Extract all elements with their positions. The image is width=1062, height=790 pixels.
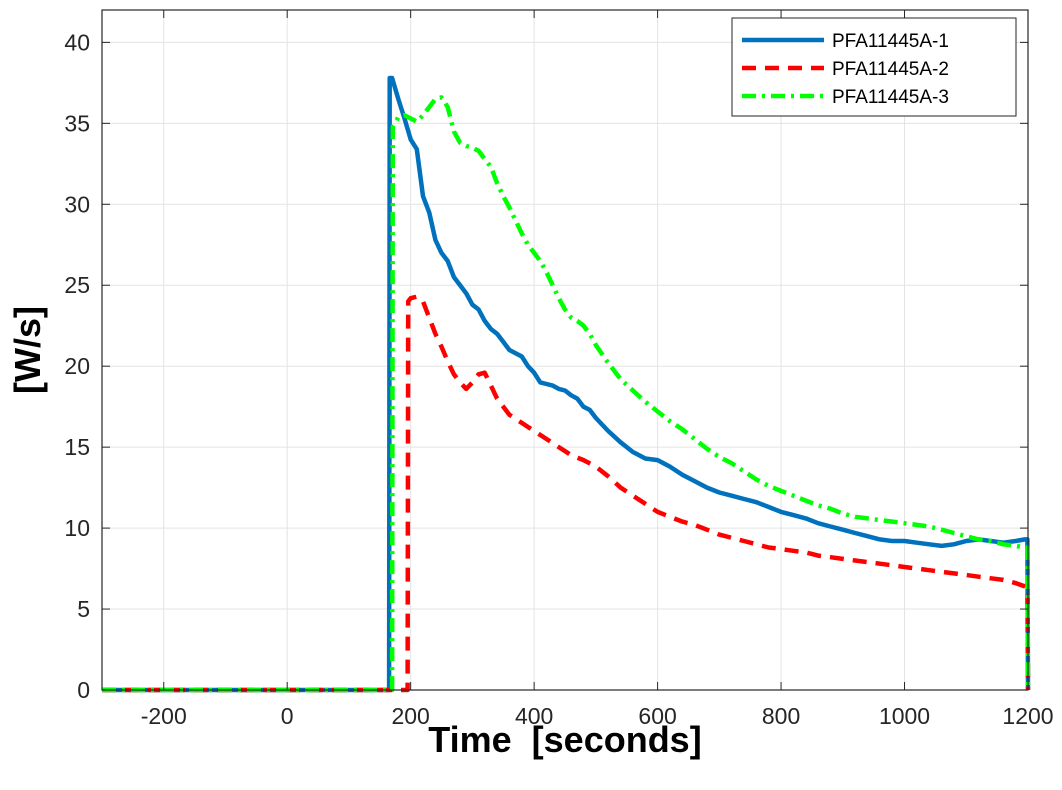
legend: PFA11445A-1 PFA11445A-2 PFA11445A-3 [731, 17, 1017, 117]
x-tick-label: 1000 [879, 703, 930, 729]
y-tick-label: 15 [64, 434, 90, 460]
grid [102, 10, 1028, 690]
legend-label: PFA11445A-2 [832, 59, 949, 80]
legend-box [731, 17, 1017, 117]
y-tick-label: 25 [64, 272, 90, 298]
series-layer [102, 75, 1031, 693]
legend-label: PFA11445A-3 [832, 87, 949, 108]
x-tick-label: 600 [638, 703, 676, 729]
x-tick-label: 800 [762, 703, 800, 729]
y-tick-label: 35 [64, 110, 90, 136]
y-tick-label: 40 [64, 29, 90, 55]
ticks [102, 10, 1029, 691]
y-tick-label: 20 [64, 353, 90, 379]
x-tick-label: 1200 [1002, 703, 1053, 729]
legend-label: PFA11445A-1 [832, 31, 949, 52]
tick-labels: -200 0 200 400 600 800 1000 1200 0 5 10 15 20 25 30 35 4… [64, 29, 1053, 729]
x-axis-title: Time [seconds] [428, 719, 701, 760]
y-axis-title: [W/s] [7, 306, 48, 394]
plot-frame [101, 9, 1029, 691]
series-line-1 [102, 75, 1031, 693]
x-tick-label: 200 [391, 703, 429, 729]
series-line-3 [102, 95, 1031, 693]
series-line-2 [102, 294, 1031, 693]
x-tick-label: 0 [281, 703, 294, 729]
y-tick-label: 5 [77, 596, 90, 622]
y-tick-label: 0 [77, 677, 90, 703]
y-tick-label: 30 [64, 191, 90, 217]
y-tick-label: 10 [64, 515, 90, 541]
x-tick-label: -200 [141, 703, 187, 729]
x-tick-label: 400 [515, 703, 553, 729]
